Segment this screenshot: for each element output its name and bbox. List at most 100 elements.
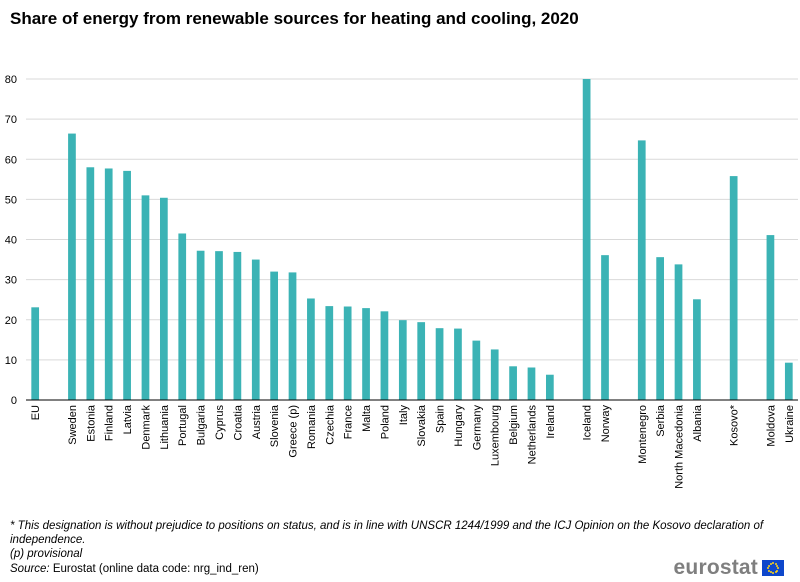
bar xyxy=(527,367,536,400)
bar xyxy=(784,362,793,400)
x-tick-label: Greece (p) xyxy=(288,405,300,458)
y-tick-label: 40 xyxy=(5,235,17,247)
x-tick-label: Hungary xyxy=(453,405,465,447)
bar xyxy=(141,195,150,400)
x-tick-label: Malta xyxy=(361,404,373,432)
x-tick-label: Ireland xyxy=(545,405,557,439)
footnote-provisional: (p) provisional xyxy=(10,548,83,560)
flag-star xyxy=(776,569,779,572)
bar xyxy=(601,255,609,400)
bar xyxy=(86,167,95,400)
x-tick-label: Latvia xyxy=(122,404,134,434)
x-tick-label: Belgium xyxy=(508,405,520,445)
x-tick-label: France xyxy=(343,405,355,439)
source-line: Source: Eurostat (online data code: nrg_… xyxy=(10,562,259,576)
x-tick-label: Albania xyxy=(692,404,704,442)
bar xyxy=(435,328,444,400)
x-tick-label: Lithuania xyxy=(159,404,171,450)
x-tick-label: Netherlands xyxy=(526,405,538,465)
bar xyxy=(270,271,279,400)
bar xyxy=(31,307,40,400)
flag-star xyxy=(769,562,772,565)
y-tick-label: 0 xyxy=(11,395,17,407)
bar xyxy=(196,250,205,400)
y-tick-label: 50 xyxy=(5,194,17,206)
bar xyxy=(343,306,352,400)
bar xyxy=(307,298,315,400)
y-tick-label: 30 xyxy=(5,275,17,287)
y-tick-label: 80 xyxy=(5,74,17,86)
x-tick-label: Kosovo* xyxy=(729,404,741,446)
bar xyxy=(325,306,334,400)
x-tick-label: Moldova xyxy=(765,404,777,446)
bar xyxy=(159,197,168,400)
flag-star xyxy=(777,567,779,569)
bar xyxy=(215,251,223,400)
footnote-kosovo: * This designation is without prejudice … xyxy=(10,520,764,546)
x-tick-label: Norway xyxy=(600,405,612,443)
x-tick-label: Spain xyxy=(435,405,447,433)
x-tick-label: Ukraine xyxy=(784,405,796,443)
bar xyxy=(490,349,499,400)
x-tick-label: Austria xyxy=(251,404,263,439)
bar xyxy=(582,79,591,400)
bar xyxy=(545,374,554,400)
bar xyxy=(693,299,701,400)
bar xyxy=(251,259,260,400)
x-tick-label: Estonia xyxy=(85,404,97,442)
source-text: Eurostat (online data code: nrg_ind_ren) xyxy=(52,563,259,575)
bar xyxy=(637,140,646,401)
bar xyxy=(509,366,517,400)
bar xyxy=(729,176,738,400)
eu-flag-icon xyxy=(762,560,784,576)
y-tick-label: 70 xyxy=(5,114,17,126)
bar xyxy=(398,320,407,400)
x-tick-label: Luxembourg xyxy=(490,405,502,466)
x-tick-label: North Macedonia xyxy=(674,404,686,489)
x-tick-label: EU xyxy=(30,405,42,420)
bar xyxy=(656,257,665,400)
flag-star xyxy=(769,571,772,574)
x-axis-labels: EU Sweden Estonia Finland Latvia Denmark Lithu… xyxy=(30,404,796,489)
grid-lines xyxy=(26,78,798,361)
x-tick-label: Romania xyxy=(306,404,318,449)
bar xyxy=(362,308,370,400)
x-tick-label: Portugal xyxy=(177,405,189,446)
bar xyxy=(68,133,76,400)
x-tick-label: Montenegro xyxy=(637,405,649,464)
x-tick-label: Poland xyxy=(379,405,391,439)
x-tick-label: Czechia xyxy=(324,404,336,445)
bar xyxy=(288,272,297,400)
x-tick-label: Slovenia xyxy=(269,404,281,447)
bar xyxy=(178,233,187,400)
bar xyxy=(766,235,775,400)
bar xyxy=(123,170,131,400)
bar xyxy=(417,322,426,400)
flag-star xyxy=(772,562,774,564)
chart-title: Share of energy from renewable sources f… xyxy=(10,9,579,28)
x-tick-label: Finland xyxy=(104,405,116,441)
flag-star xyxy=(767,569,770,572)
eurostat-wordmark: eurostat xyxy=(673,556,758,579)
bar-chart: 0 10 20 30 40 50 60 70 80 EU Sweden Estonia Finland… xyxy=(5,74,798,489)
x-tick-label: Germany xyxy=(471,405,483,451)
source-label: Source: xyxy=(10,563,50,575)
x-tick-label: Cyprus xyxy=(214,405,226,440)
x-tick-label: Sweden xyxy=(67,405,79,445)
y-tick-label: 10 xyxy=(5,355,17,367)
flag-star xyxy=(776,564,779,567)
x-tick-label: Denmark xyxy=(140,405,152,450)
y-tick-label: 60 xyxy=(5,154,17,166)
bar xyxy=(674,264,683,400)
eurostat-logo: eurostat xyxy=(674,556,784,580)
x-tick-label: Slovakia xyxy=(416,404,428,446)
y-tick-label: 20 xyxy=(5,315,17,327)
flag-star xyxy=(774,571,777,574)
flag-star xyxy=(772,572,774,574)
bar xyxy=(472,340,481,400)
x-tick-label: Bulgaria xyxy=(196,404,208,445)
flag-star xyxy=(767,567,769,569)
x-tick-label: Croatia xyxy=(232,404,244,440)
bar xyxy=(380,311,389,400)
bar xyxy=(233,251,242,400)
